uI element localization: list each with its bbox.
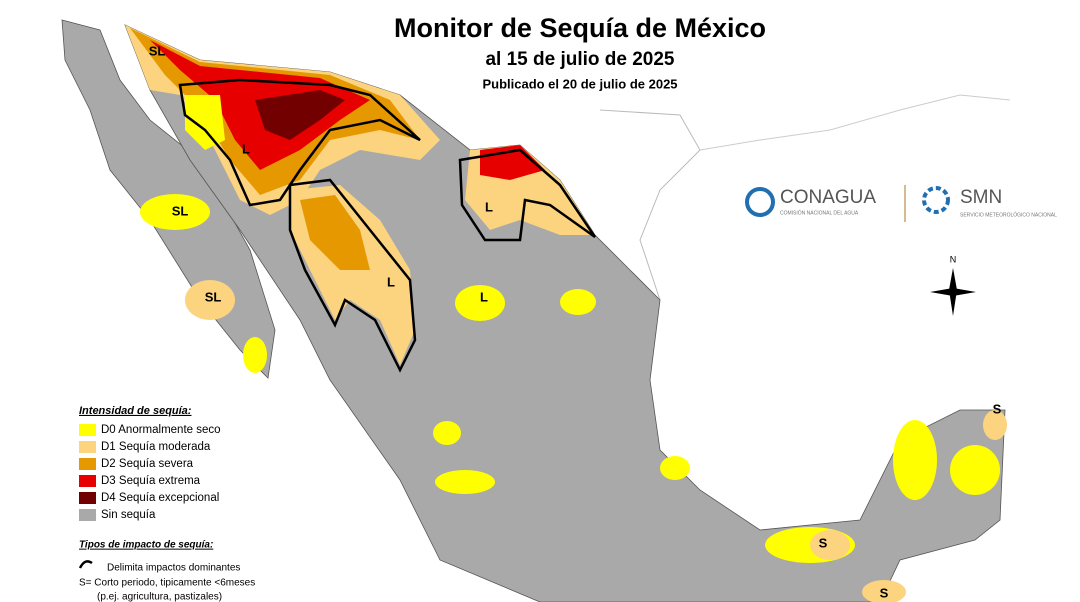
- legend-label: Sin sequía: [101, 509, 156, 521]
- smn-logo: SMN: [960, 187, 1002, 208]
- impact-boundary: [288, 178, 417, 373]
- drought-area: [810, 530, 850, 560]
- impact-boundary: [458, 148, 597, 242]
- legend-swatch: [79, 424, 96, 436]
- impact-title: Tipos de impacto de sequía:: [79, 540, 213, 551]
- drought-area: [560, 289, 596, 315]
- legend-swatch: [79, 509, 96, 521]
- map-label: S: [993, 401, 1002, 416]
- impact-boundary: [178, 78, 421, 207]
- impact-line-symbol: [78, 560, 93, 569]
- legend-label: D3 Sequía extrema: [101, 475, 201, 487]
- drought-area: [243, 337, 267, 373]
- drought-area: [660, 456, 690, 480]
- compass-rose: [930, 288, 976, 296]
- drought-area: [893, 420, 937, 500]
- drought-area: [140, 194, 210, 230]
- smn-subtitle: SERVICIO METEOROLÓGICO NACIONAL: [960, 211, 1057, 218]
- compass-north: N: [950, 254, 957, 264]
- map-label: SL: [149, 43, 166, 58]
- title: Monitor de Sequía de México: [394, 13, 766, 43]
- conagua-subtitle: COMISIÓN NACIONAL DEL AGUA: [780, 209, 859, 216]
- drought-area: [300, 195, 370, 270]
- legend-label: D2 Sequía severa: [101, 458, 194, 470]
- coastline: [699, 94, 1011, 151]
- coastline: [599, 109, 701, 301]
- legend-label: D4 Sequía excepcional: [101, 492, 219, 504]
- drought-area: [255, 90, 345, 140]
- conagua-logo: CONAGUA: [780, 187, 876, 208]
- map-label: L: [480, 289, 488, 304]
- drought-area: [185, 280, 235, 320]
- legend-swatch: [79, 458, 96, 470]
- published: Publicado el 20 de julio de 2025: [482, 76, 677, 91]
- map-label: SL: [172, 203, 189, 218]
- map-labels: SL SL SL L L L L S S S: [149, 43, 1002, 600]
- impact-item: S= Corto periodo, tipicamente <6meses: [79, 578, 255, 589]
- map-label: L: [387, 274, 395, 289]
- legend-swatch: [79, 441, 96, 453]
- impact-item: Delimita impactos dominantes: [107, 563, 240, 574]
- legend-title: Intensidad de sequía:: [79, 405, 192, 417]
- smn-icon: [922, 186, 950, 214]
- map-label: S: [819, 535, 828, 550]
- legend-swatch: [79, 475, 96, 487]
- drought-area: [435, 470, 495, 494]
- map-label: S: [880, 585, 889, 600]
- legend-label: D0 Anormalmente seco: [101, 424, 221, 436]
- drought-area: [433, 421, 461, 445]
- drought-area: [862, 580, 906, 602]
- drought-area: [983, 410, 1007, 440]
- drought-area: [455, 285, 505, 321]
- date: al 15 de julio de 2025: [485, 49, 674, 70]
- impact-item: (p.ej. agricultura, pastizales): [97, 592, 222, 602]
- drought-area: [185, 95, 225, 150]
- legend-label: D1 Sequía moderada: [101, 441, 211, 453]
- map-label: SL: [205, 289, 222, 304]
- legend-swatch: [79, 492, 96, 504]
- map-label: L: [485, 199, 493, 214]
- map-label: L: [242, 141, 250, 156]
- drought-area: [950, 445, 1000, 495]
- conagua-icon: [745, 187, 775, 217]
- legend: Intensidad de sequía: D0 Anormalmente sec…: [78, 405, 255, 602]
